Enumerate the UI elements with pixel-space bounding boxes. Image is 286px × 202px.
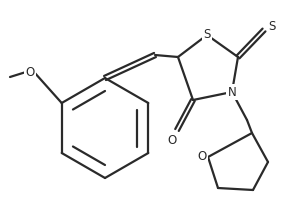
Text: O: O — [167, 134, 177, 146]
Text: S: S — [203, 28, 211, 41]
Text: O: O — [25, 65, 35, 79]
Text: N: N — [228, 85, 236, 99]
Text: S: S — [268, 20, 276, 34]
Text: O: O — [197, 150, 206, 163]
